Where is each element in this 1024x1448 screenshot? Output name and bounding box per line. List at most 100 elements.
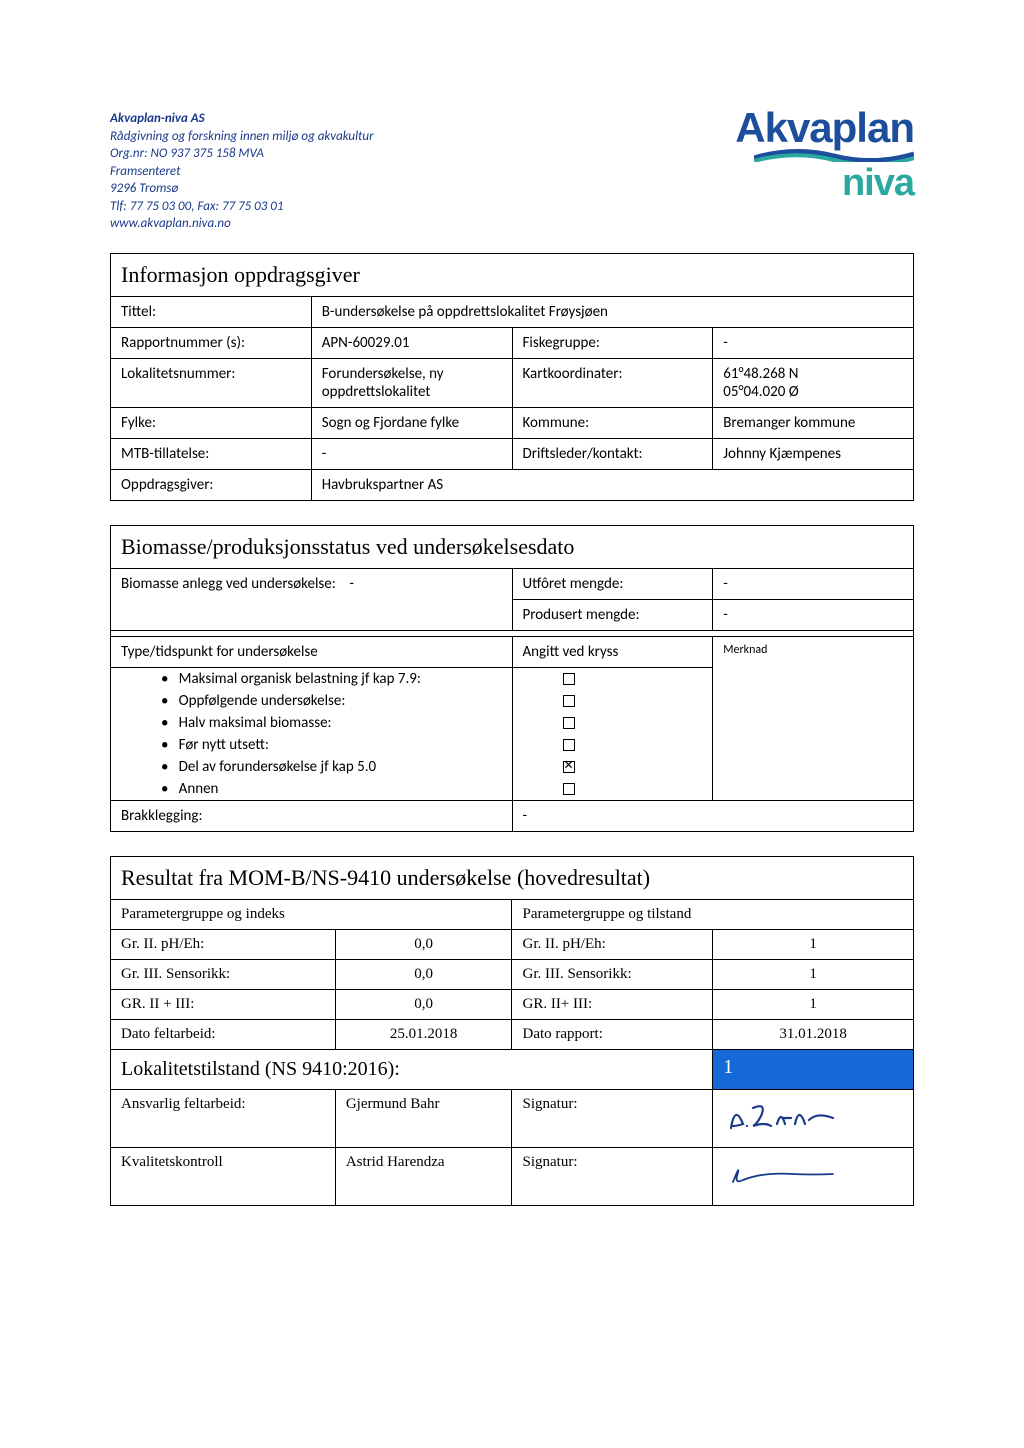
bullet-1: • Oppfølgende undersøkelse: [111, 690, 513, 712]
check-3 [512, 734, 713, 756]
oppdrag-value: Havbrukspartner AS [311, 469, 913, 500]
bullet-0-label: Maksimal organisk belastning jf kap 7.9: [179, 670, 421, 688]
checkbox-icon [563, 695, 575, 707]
r1b: Gr. III. Sensorikk: [512, 959, 713, 989]
mtb-label: MTB-tillatelse: [111, 438, 312, 469]
biomasse-value: - [349, 575, 354, 593]
bullet-2: • Halv maksimal biomasse: [111, 712, 513, 734]
bullet-1-label: Oppfølgende undersøkelse: [179, 692, 346, 710]
r0b: Gr. II. pH/Eh: [512, 929, 713, 959]
fiskegruppe-label: Fiskegruppe: [512, 327, 713, 358]
dato-rapp-value: 31.01.2018 [713, 1019, 914, 1049]
oppdrag-label: Oppdragsgiver: [111, 469, 312, 500]
bullet-5-label: Annen [179, 780, 219, 798]
r1a: Gr. III. Sensorikk: [111, 959, 336, 989]
company-address2: 9296 Tromsø [110, 180, 374, 198]
signature-icon [723, 1096, 843, 1136]
dato-felt-value: 25.01.2018 [335, 1019, 512, 1049]
bullet-5: • Annen [111, 778, 513, 801]
type-header: Type/tidspunkt for undersøkelse [111, 636, 513, 667]
brakk-value: - [512, 800, 914, 831]
drift-value: Johnny Kjæmpenes [713, 438, 914, 469]
r2b: GR. II+ III: [512, 989, 713, 1019]
company-name: Akvaplan-niva AS [110, 110, 374, 128]
r2av: 0,0 [335, 989, 512, 1019]
result-table: Resultat fra MOM-B/NS-9410 undersøkelse … [110, 856, 914, 1206]
pg-indeks-header: Parametergruppe og indeks [111, 899, 512, 929]
merknad-header: Merknad [713, 636, 914, 667]
kvalitet-label: Kvalitetskontroll [111, 1147, 336, 1205]
utforet-value: - [713, 568, 914, 599]
company-tagline: Rådgivning og forskning innen miljø og a… [110, 128, 374, 146]
logo-wave-icon [754, 148, 914, 162]
bullet-3: • Før nytt utsett: [111, 734, 513, 756]
r0a: Gr. II. pH/Eh: [111, 929, 336, 959]
company-phone: Tlf: 77 75 03 00, Fax: 77 75 03 01 [110, 198, 374, 216]
r0av: 0,0 [335, 929, 512, 959]
dato-rapp-label: Dato rapport: [512, 1019, 713, 1049]
r2bv: 1 [713, 989, 914, 1019]
r0bv: 1 [713, 929, 914, 959]
pg-tilstand-header: Parametergruppe og tilstand [512, 899, 914, 929]
checkbox-icon [563, 783, 575, 795]
kart-label: Kartkoordinater: [512, 358, 713, 407]
biomasse-cell: Biomasse anlegg ved undersøkelse: - [111, 568, 513, 630]
lokalitet-label: Lokalitetsnummer: [111, 358, 312, 407]
kart-value: 61°48.268 N 05°04.020 Ø [713, 358, 914, 407]
signatur2-label: Signatur: [512, 1147, 713, 1205]
rapport-value: APN-60029.01 [311, 327, 512, 358]
company-web: www.akvaplan.niva.no [110, 215, 374, 233]
brakk-label: Brakklegging: [111, 800, 513, 831]
kvalitet-value: Astrid Harendza [335, 1147, 512, 1205]
check-2 [512, 712, 713, 734]
section3-title: Resultat fra MOM-B/NS-9410 undersøkelse … [111, 856, 914, 899]
drift-label: Driftsleder/kontakt: [512, 438, 713, 469]
section2-title: Biomasse/produksjonsstatus ved undersøke… [111, 525, 914, 568]
checkbox-icon [563, 739, 575, 751]
company-logo: Akvaplan niva [735, 110, 914, 199]
rapport-label: Rapportnummer (s): [111, 327, 312, 358]
biomasse-label: Biomasse anlegg ved undersøkelse: [121, 575, 336, 593]
check-5 [512, 778, 713, 801]
kommune-value: Bremanger kommune [713, 407, 914, 438]
section1-title: Informasjon oppdragsgiver [111, 253, 914, 296]
fiskegruppe-value: - [713, 327, 914, 358]
produsert-label: Produsert mengde: [512, 599, 713, 630]
check-4 [512, 756, 713, 778]
lokalitet-value: Forundersøkelse, ny oppdrettslokalitet [311, 358, 512, 407]
check-1 [512, 690, 713, 712]
checkbox-checked-icon [563, 761, 575, 773]
bullet-3-label: Før nytt utsett: [179, 736, 269, 754]
mtb-value: - [311, 438, 512, 469]
signature-icon [723, 1154, 843, 1194]
fylke-label: Fylke: [111, 407, 312, 438]
dato-felt-label: Dato feltarbeid: [111, 1019, 336, 1049]
ansvarlig-value: Gjermund Bahr [335, 1089, 512, 1147]
signature-2 [713, 1147, 914, 1205]
bullet-0: • Maksimal organisk belastning jf kap 7.… [111, 667, 513, 690]
company-info: Akvaplan-niva AS Rådgivning og forskning… [110, 110, 374, 233]
bullet-2-label: Halv maksimal biomasse: [179, 714, 332, 732]
utforet-label: Utfôret mengde: [512, 568, 713, 599]
checkbox-icon [563, 673, 575, 685]
biomass-table: Biomasse/produksjonsstatus ved undersøke… [110, 525, 914, 832]
kommune-label: Kommune: [512, 407, 713, 438]
ansvarlig-label: Ansvarlig feltarbeid: [111, 1089, 336, 1147]
produsert-value: - [713, 599, 914, 630]
lokal-label: Lokalitetstilstand (NS 9410:2016): [111, 1049, 713, 1089]
check-0 [512, 667, 713, 690]
company-orgnr: Org.nr: NO 937 375 158 MVA [110, 145, 374, 163]
r1av: 0,0 [335, 959, 512, 989]
signatur1-label: Signatur: [512, 1089, 713, 1147]
tittel-label: Tittel: [111, 296, 312, 327]
bullet-4: • Del av forundersøkelse jf kap 5.0 [111, 756, 513, 778]
bullet-4-label: Del av forundersøkelse jf kap 5.0 [179, 758, 376, 776]
r1bv: 1 [713, 959, 914, 989]
logo-text-top: Akvaplan [735, 110, 914, 146]
r2a: GR. II + III: [111, 989, 336, 1019]
page-header: Akvaplan-niva AS Rådgivning og forskning… [110, 110, 914, 233]
tittel-value: B-undersøkelse på oppdrettslokalitet Frø… [311, 296, 913, 327]
client-info-table: Informasjon oppdragsgiver Tittel: B-unde… [110, 253, 914, 501]
type-row: • Maksimal organisk belastning jf kap 7.… [111, 667, 914, 690]
angitt-header: Angitt ved kryss [512, 636, 713, 667]
